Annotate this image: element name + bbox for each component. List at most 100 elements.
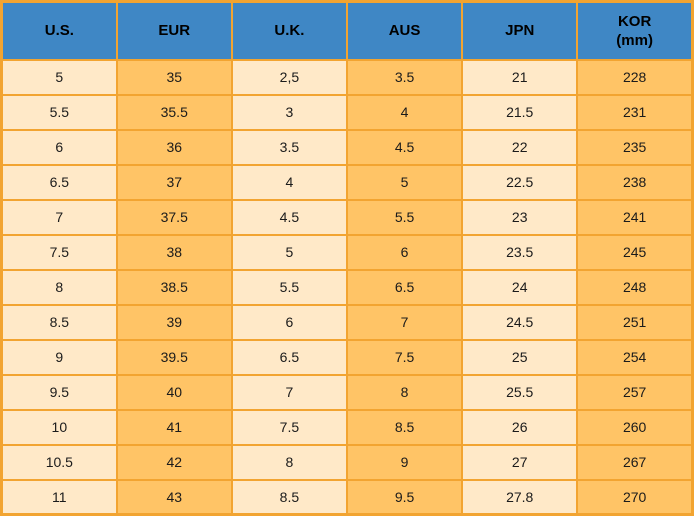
table-cell: 6 xyxy=(230,303,348,341)
table-row: 9 39.5 6.5 7.5 25 254 xyxy=(0,338,694,376)
table-cell: 241 xyxy=(576,198,694,236)
table-cell: 9.5 xyxy=(0,373,118,411)
table-cell: 7 xyxy=(230,373,348,411)
table-cell: 8 xyxy=(345,373,464,411)
table-cell: 38.5 xyxy=(115,268,233,306)
column-header-us: U.S. xyxy=(0,0,118,61)
table-cell: 4 xyxy=(230,163,348,201)
table-cell: 25 xyxy=(461,338,579,376)
column-header-kor: KOR (mm) xyxy=(576,0,694,61)
table-cell: 6.5 xyxy=(345,268,464,306)
table-cell: 11 xyxy=(0,478,118,516)
table-cell: 10 xyxy=(0,408,118,446)
table-cell: 40 xyxy=(115,373,233,411)
table-cell: 7.5 xyxy=(345,338,464,376)
table-cell: 39 xyxy=(115,303,233,341)
table-cell: 5.5 xyxy=(345,198,464,236)
column-header-label: U.S. xyxy=(44,22,74,40)
table-cell: 7.5 xyxy=(230,408,348,446)
table-cell: 7 xyxy=(345,303,464,341)
table-cell: 228 xyxy=(576,58,694,96)
column-header-label: KOR xyxy=(617,12,652,30)
table-cell: 24 xyxy=(461,268,579,306)
table-row: 10 41 7.5 8.5 26 260 xyxy=(0,408,694,446)
table-cell: 37 xyxy=(115,163,233,201)
table-row: 9.5 40 7 8 25.5 257 xyxy=(0,373,694,411)
table-cell: 25.5 xyxy=(461,373,579,411)
table-cell: 238 xyxy=(576,163,694,201)
table-cell: 6 xyxy=(345,233,464,271)
table-cell: 3.5 xyxy=(230,128,348,166)
table-cell: 41 xyxy=(115,408,233,446)
table-cell: 5 xyxy=(230,233,348,271)
table-cell: 8 xyxy=(230,443,348,481)
table-cell: 6.5 xyxy=(230,338,348,376)
column-header-uk: U.K. xyxy=(230,0,348,61)
table-cell: 6 xyxy=(0,128,118,166)
table-cell: 22 xyxy=(461,128,579,166)
table-cell: 35 xyxy=(115,58,233,96)
table-cell: 3 xyxy=(230,93,348,131)
table-row: 8 38.5 5.5 6.5 24 248 xyxy=(0,268,694,306)
table-cell: 7 xyxy=(0,198,118,236)
table-cell: 8.5 xyxy=(0,303,118,341)
table-cell: 24.5 xyxy=(461,303,579,341)
table-cell: 5 xyxy=(0,58,118,96)
column-header-label: EUR xyxy=(158,22,191,40)
table-cell: 9 xyxy=(0,338,118,376)
header-row: U.S. EUR U.K. AUS JPN KOR (mm) xyxy=(0,0,694,61)
table-cell: 10.5 xyxy=(0,443,118,481)
table-cell: 2,5 xyxy=(230,58,348,96)
table-cell: 9 xyxy=(345,443,464,481)
table-cell: 22.5 xyxy=(461,163,579,201)
column-header-jpn: JPN xyxy=(461,0,579,61)
table-cell: 260 xyxy=(576,408,694,446)
table-cell: 5.5 xyxy=(0,93,118,131)
column-header-aus: AUS xyxy=(345,0,464,61)
table-row: 6.5 37 4 5 22.5 238 xyxy=(0,163,694,201)
table-cell: 38 xyxy=(115,233,233,271)
table-cell: 267 xyxy=(576,443,694,481)
table-row: 10.5 42 8 9 27 267 xyxy=(0,443,694,481)
column-header-label: U.K. xyxy=(274,22,305,40)
table-cell: 21 xyxy=(461,58,579,96)
table-row: 6 36 3.5 4.5 22 235 xyxy=(0,128,694,166)
table-cell: 8.5 xyxy=(230,478,348,516)
table-cell: 257 xyxy=(576,373,694,411)
table-cell: 8.5 xyxy=(345,408,464,446)
table-cell: 4.5 xyxy=(345,128,464,166)
table-cell: 254 xyxy=(576,338,694,376)
table-cell: 9.5 xyxy=(345,478,464,516)
table-row: 11 43 8.5 9.5 27.8 270 xyxy=(0,478,694,516)
table-row: 7 37.5 4.5 5.5 23 241 xyxy=(0,198,694,236)
table-cell: 35.5 xyxy=(115,93,233,131)
table-row: 7.5 38 5 6 23.5 245 xyxy=(0,233,694,271)
table-cell: 248 xyxy=(576,268,694,306)
table-row: 8.5 39 6 7 24.5 251 xyxy=(0,303,694,341)
table-row: 5.5 35.5 3 4 21.5 231 xyxy=(0,93,694,131)
table-cell: 8 xyxy=(0,268,118,306)
table-cell: 3.5 xyxy=(345,58,464,96)
table-cell: 270 xyxy=(576,478,694,516)
table-row: 5 35 2,5 3.5 21 228 xyxy=(0,58,694,96)
table-cell: 235 xyxy=(576,128,694,166)
table-cell: 6.5 xyxy=(0,163,118,201)
table-cell: 27 xyxy=(461,443,579,481)
table-cell: 26 xyxy=(461,408,579,446)
column-header-sublabel: (mm) xyxy=(616,31,653,49)
table-body: 5 35 2,5 3.5 21 228 5.5 35.5 3 4 21.5 231 6 36 3.5 4.5 2… xyxy=(0,58,694,516)
table-cell: 42 xyxy=(115,443,233,481)
table-cell: 27.8 xyxy=(461,478,579,516)
table-cell: 39.5 xyxy=(115,338,233,376)
table-cell: 7.5 xyxy=(0,233,118,271)
table-cell: 43 xyxy=(115,478,233,516)
table-header: U.S. EUR U.K. AUS JPN KOR (mm) xyxy=(0,0,694,61)
table-cell: 4 xyxy=(345,93,464,131)
table-cell: 5 xyxy=(345,163,464,201)
column-header-label: AUS xyxy=(388,22,421,40)
table-cell: 5.5 xyxy=(230,268,348,306)
table-cell: 231 xyxy=(576,93,694,131)
table-cell: 23 xyxy=(461,198,579,236)
